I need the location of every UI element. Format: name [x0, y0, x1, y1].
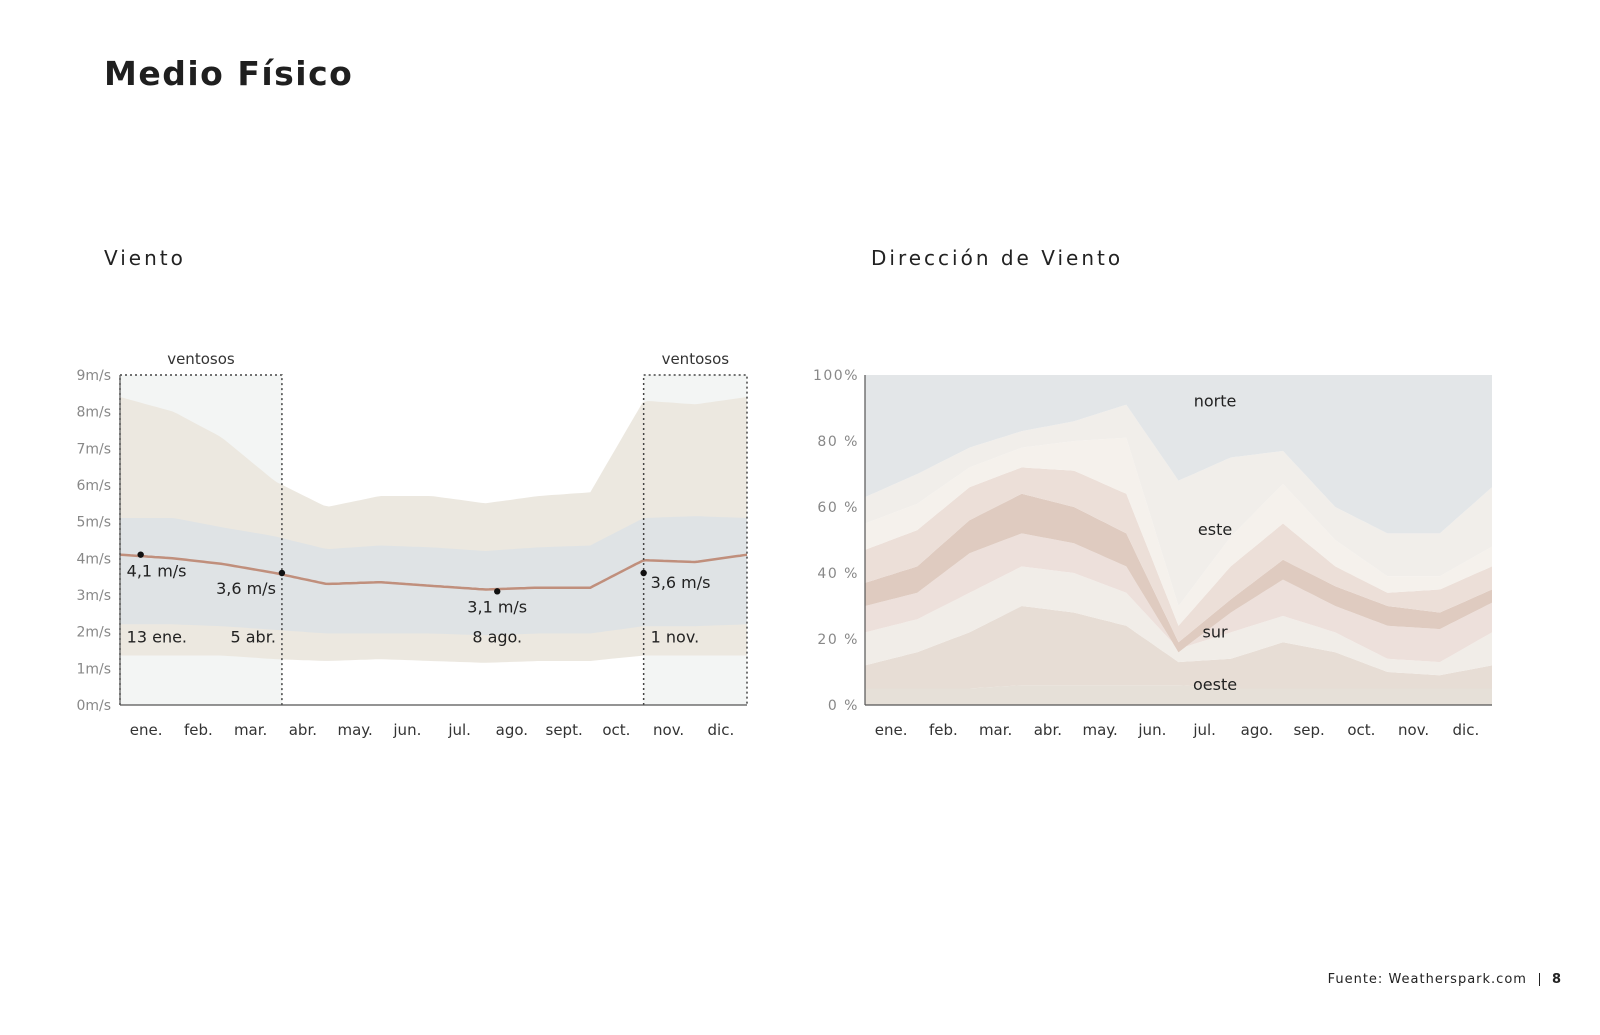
x-tick-label: nov. [653, 721, 684, 739]
x-tick-label: nov. [1398, 721, 1429, 739]
x-tick-label: oct. [1347, 721, 1375, 739]
direction-band [865, 606, 1492, 689]
windy-period-label: ventosos [167, 350, 235, 368]
y-tick-label: 0 % [828, 698, 859, 714]
direction-band [865, 404, 1492, 606]
direction-label: norte [1194, 391, 1237, 410]
y-tick-label: 8m/s [76, 405, 111, 421]
band-p25-p75 [120, 516, 747, 636]
y-tick-label: 5m/s [76, 515, 111, 531]
wind-chart-title: Viento [104, 246, 186, 270]
direction-band [865, 685, 1492, 705]
x-tick-label: dic. [708, 721, 735, 739]
annotation-value-label: 3,6 m/s [651, 573, 711, 592]
y-tick-label: 1m/s [76, 661, 111, 677]
annotation-value-label: 4,1 m/s [127, 562, 187, 581]
x-tick-label: feb. [929, 721, 958, 739]
x-tick-label: sept. [546, 721, 583, 739]
annotation-date-label: 5 abr. [230, 628, 275, 647]
footer: Fuente: Weatherspark.com 8 [1328, 972, 1562, 987]
y-tick-label: 20 % [817, 632, 859, 648]
page-number: 8 [1551, 972, 1562, 987]
x-tick-label: abr. [1034, 721, 1062, 739]
direction-label: oeste [1193, 675, 1237, 694]
direction-band [865, 566, 1492, 676]
annotation-value-label: 3,6 m/s [216, 579, 276, 598]
annotation-date-label: 8 ago. [472, 628, 522, 647]
x-tick-label: jul. [1192, 721, 1216, 739]
x-tick-label: mar. [234, 721, 267, 739]
x-tick-label: may. [1082, 721, 1117, 739]
annotation-point [640, 569, 647, 577]
y-tick-label: 9m/s [76, 368, 111, 384]
annotation-point [494, 588, 501, 595]
direction-band [865, 533, 1492, 663]
average-wind-line [119, 553, 748, 591]
x-tick-label: ago. [1241, 721, 1273, 739]
footer-divider [1538, 973, 1540, 986]
wind-direction-chart-title: Dirección de Viento [871, 246, 1124, 270]
x-tick-label: feb. [184, 721, 213, 739]
y-tick-label: 6m/s [76, 478, 111, 494]
windy-period-box [642, 374, 748, 705]
x-tick-label: sep. [1293, 721, 1324, 739]
x-tick-label: may. [337, 721, 372, 739]
y-tick-label: 3m/s [76, 588, 111, 604]
y-tick-label: 7m/s [76, 441, 111, 457]
annotation-date-label: 13 ene. [127, 628, 187, 647]
direction-label: este [1198, 520, 1232, 539]
wind-direction-chart: 0 % 20 % 40 % 60 % 80 % 100% ene. feb. mar. abr. m… [813, 368, 1492, 739]
y-tick-label: 60 % [817, 500, 859, 516]
y-tick-label: 100% [813, 368, 859, 384]
direction-band [865, 493, 1492, 653]
wind-speed-chart: ventosos ventosos 0m/s 1m/s 2m/s 3m/s 4m/s 5m/s… [76, 350, 748, 739]
y-tick-label: 4m/s [76, 551, 111, 567]
y-tick-label: 2m/s [76, 625, 111, 641]
x-tick-label: mar. [979, 721, 1012, 739]
annotation-point [137, 551, 144, 558]
y-tick-label: 0m/s [76, 698, 111, 714]
x-tick-label: ene. [875, 721, 908, 739]
x-tick-label: jun. [1137, 721, 1166, 739]
x-tick-label: ene. [130, 721, 163, 739]
windy-period-label: ventosos [662, 350, 730, 368]
annotation-value-label: 3,1 m/s [467, 597, 527, 616]
annotation-date-label: 1 nov. [651, 628, 700, 647]
y-tick-label: 40 % [817, 566, 859, 582]
x-tick-label: dic. [1453, 721, 1480, 739]
annotation-point [278, 569, 286, 577]
source-label: Fuente: Weatherspark.com [1327, 972, 1527, 987]
direction-band [865, 375, 1492, 534]
x-tick-label: ago. [496, 721, 528, 739]
x-tick-label: jun. [392, 721, 421, 739]
page-title: Medio Físico [104, 54, 354, 93]
x-tick-label: jul. [447, 721, 471, 739]
direction-label: sur [1203, 622, 1228, 641]
x-tick-label: abr. [289, 721, 317, 739]
x-tick-label: oct. [602, 721, 630, 739]
y-tick-label: 80 % [817, 434, 859, 450]
